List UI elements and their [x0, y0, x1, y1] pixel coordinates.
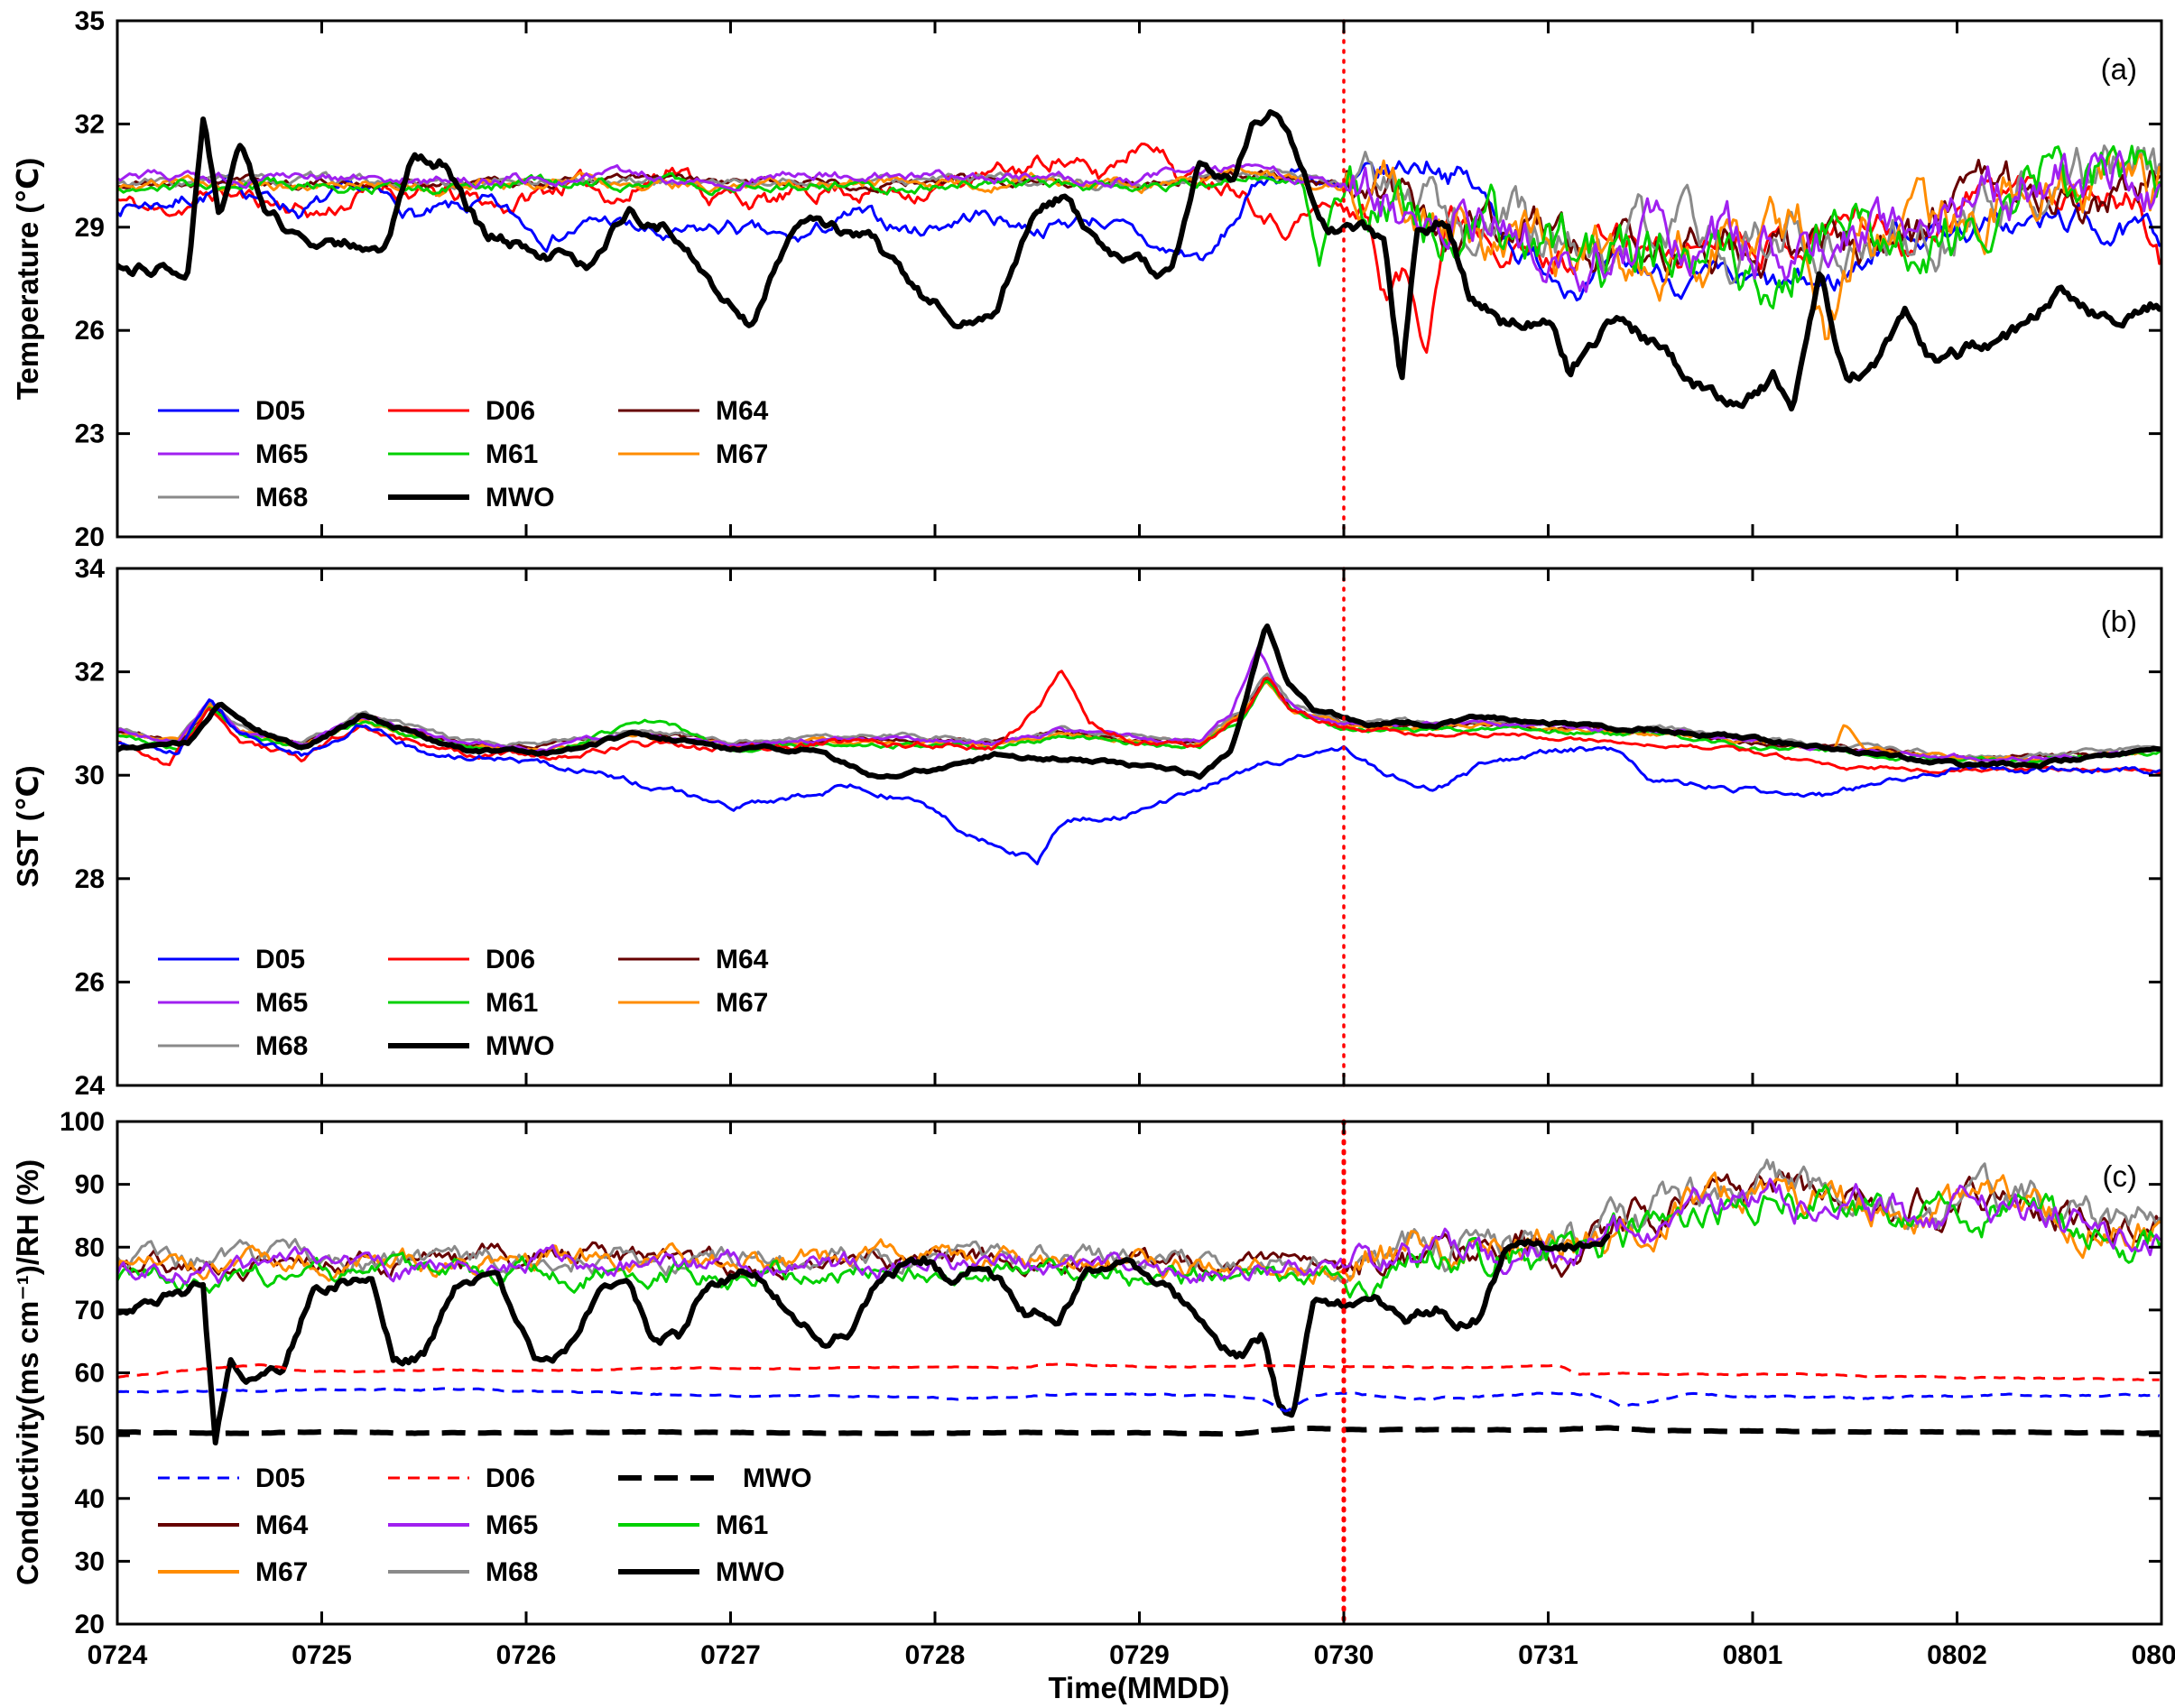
x-tick-label: 0727 [700, 1640, 761, 1670]
legend-label-D06: D06 [486, 1463, 535, 1493]
panel-b-ylabel: SST (℃) [11, 765, 44, 887]
x-axis-label: Time(MMDD) [1048, 1671, 1229, 1704]
legend-label-D05: D05 [255, 945, 305, 974]
x-tick-label: 0801 [1723, 1640, 1783, 1670]
legend-label-M68: M68 [255, 1031, 308, 1061]
ticks-group: 20 23 26 29 32 35 [75, 6, 2163, 552]
series-D05-line [117, 698, 2161, 865]
axis-box [116, 1120, 2163, 1626]
axis-box [116, 567, 2163, 1087]
series-M67-line [117, 1171, 2161, 1285]
legend-label-M61: M61 [716, 1510, 768, 1540]
x-tick-label: 0725 [292, 1640, 352, 1670]
y-tick-label: 20 [75, 522, 105, 552]
legend-label-MWO: MWO [743, 1463, 812, 1493]
legend-label-M64: M64 [716, 396, 769, 426]
panel-a-letter: (a) [2101, 52, 2137, 86]
panel-c-ylabel: Conductivity(ms cm⁻¹)/RH (%) [11, 1159, 44, 1585]
legend-label-M61: M61 [486, 439, 538, 469]
y-tick-label: 30 [75, 1546, 105, 1576]
legend-label-D06: D06 [486, 945, 535, 974]
y-tick-label: 26 [75, 316, 105, 346]
y-tick-label: 34 [75, 554, 106, 584]
legend-label-MWO: MWO [716, 1557, 785, 1587]
series-M61-line [117, 1184, 2161, 1300]
legend-label-M68: M68 [255, 483, 308, 512]
x-tick-label: 0726 [496, 1640, 557, 1670]
x-tick-label: 0729 [1109, 1640, 1170, 1670]
series-MWO-line [117, 109, 2161, 412]
legend-label-D05: D05 [255, 1463, 305, 1493]
x-tick-label: 0802 [1927, 1640, 1987, 1670]
legend-label-MWO: MWO [486, 483, 555, 512]
legend-label-D05: D05 [255, 396, 305, 426]
y-tick-label: 28 [75, 864, 105, 894]
series-M65-line [117, 150, 2161, 293]
y-tick-label: 32 [75, 658, 105, 688]
y-tick-label: 35 [75, 6, 105, 36]
legend-label-MWO: MWO [486, 1031, 555, 1061]
ticks-group: 0724 0725 0726 0727 0728 0729 0730 0731 0801 0802… [60, 1107, 2175, 1670]
axis-box [116, 19, 2163, 539]
panel-b-letter: (b) [2101, 605, 2137, 638]
legend-label-M65: M65 [486, 1510, 538, 1540]
y-tick-label: 60 [75, 1359, 105, 1389]
panel-series-group [117, 109, 2161, 412]
legend-label-M67: M67 [716, 988, 768, 1018]
series-M68-line [117, 1159, 2161, 1284]
series-D06-cond-line [117, 1362, 2160, 1382]
legend-label-M67: M67 [716, 439, 768, 469]
series-MWO-line [117, 623, 2161, 780]
y-tick-label: 24 [75, 1071, 106, 1101]
legend-label-M64: M64 [716, 945, 769, 974]
y-tick-label: 32 [75, 109, 105, 139]
legend-label-M64: M64 [255, 1510, 309, 1540]
x-tick-label: 0724 [88, 1640, 148, 1670]
y-tick-label: 29 [75, 213, 105, 243]
x-tick-label: 0728 [905, 1640, 966, 1670]
y-tick-label: 30 [75, 761, 105, 790]
x-tick-label: 0730 [1314, 1640, 1374, 1670]
y-tick-label: 100 [60, 1107, 105, 1137]
y-tick-label: 70 [75, 1296, 105, 1325]
x-tick-label: 0731 [1518, 1640, 1578, 1670]
ticks-group: 24 26 28 30 32 34 [75, 554, 2163, 1101]
series-MWO-RH-line [117, 1233, 1611, 1445]
y-tick-label: 80 [75, 1233, 105, 1262]
legend-label-M67: M67 [255, 1557, 308, 1587]
y-tick-label: 90 [75, 1170, 105, 1200]
y-tick-label: 26 [75, 967, 105, 997]
series-D06-line [117, 143, 2161, 355]
series-D06-line [117, 669, 2161, 775]
y-tick-label: 50 [75, 1421, 105, 1451]
legend-label-M65: M65 [255, 988, 308, 1018]
legend-label-M68: M68 [486, 1557, 538, 1587]
legend-label-D06: D06 [486, 396, 535, 426]
panel-c-letter: (c) [2103, 1159, 2137, 1193]
series-M68-line [117, 672, 2161, 762]
y-tick-label: 23 [75, 420, 105, 449]
legend-label-M61: M61 [486, 988, 538, 1018]
panel-series-group [117, 1159, 2161, 1445]
y-tick-label: 40 [75, 1484, 105, 1514]
series-D05-cond-line [117, 1387, 2161, 1413]
generated-plot-content: 20 23 26 29 32 35 D05 D06 M64 M65 M61 M67 M68 MWO 24 26… [60, 6, 2175, 1670]
legend-label-M65: M65 [255, 439, 308, 469]
series-MWO-cond-line [117, 1425, 2160, 1437]
x-tick-label: 0803 [2132, 1640, 2175, 1670]
y-tick-label: 20 [75, 1610, 105, 1639]
panel-a-ylabel: Temperature (℃) [11, 158, 44, 401]
panel-series-group [117, 623, 2161, 865]
